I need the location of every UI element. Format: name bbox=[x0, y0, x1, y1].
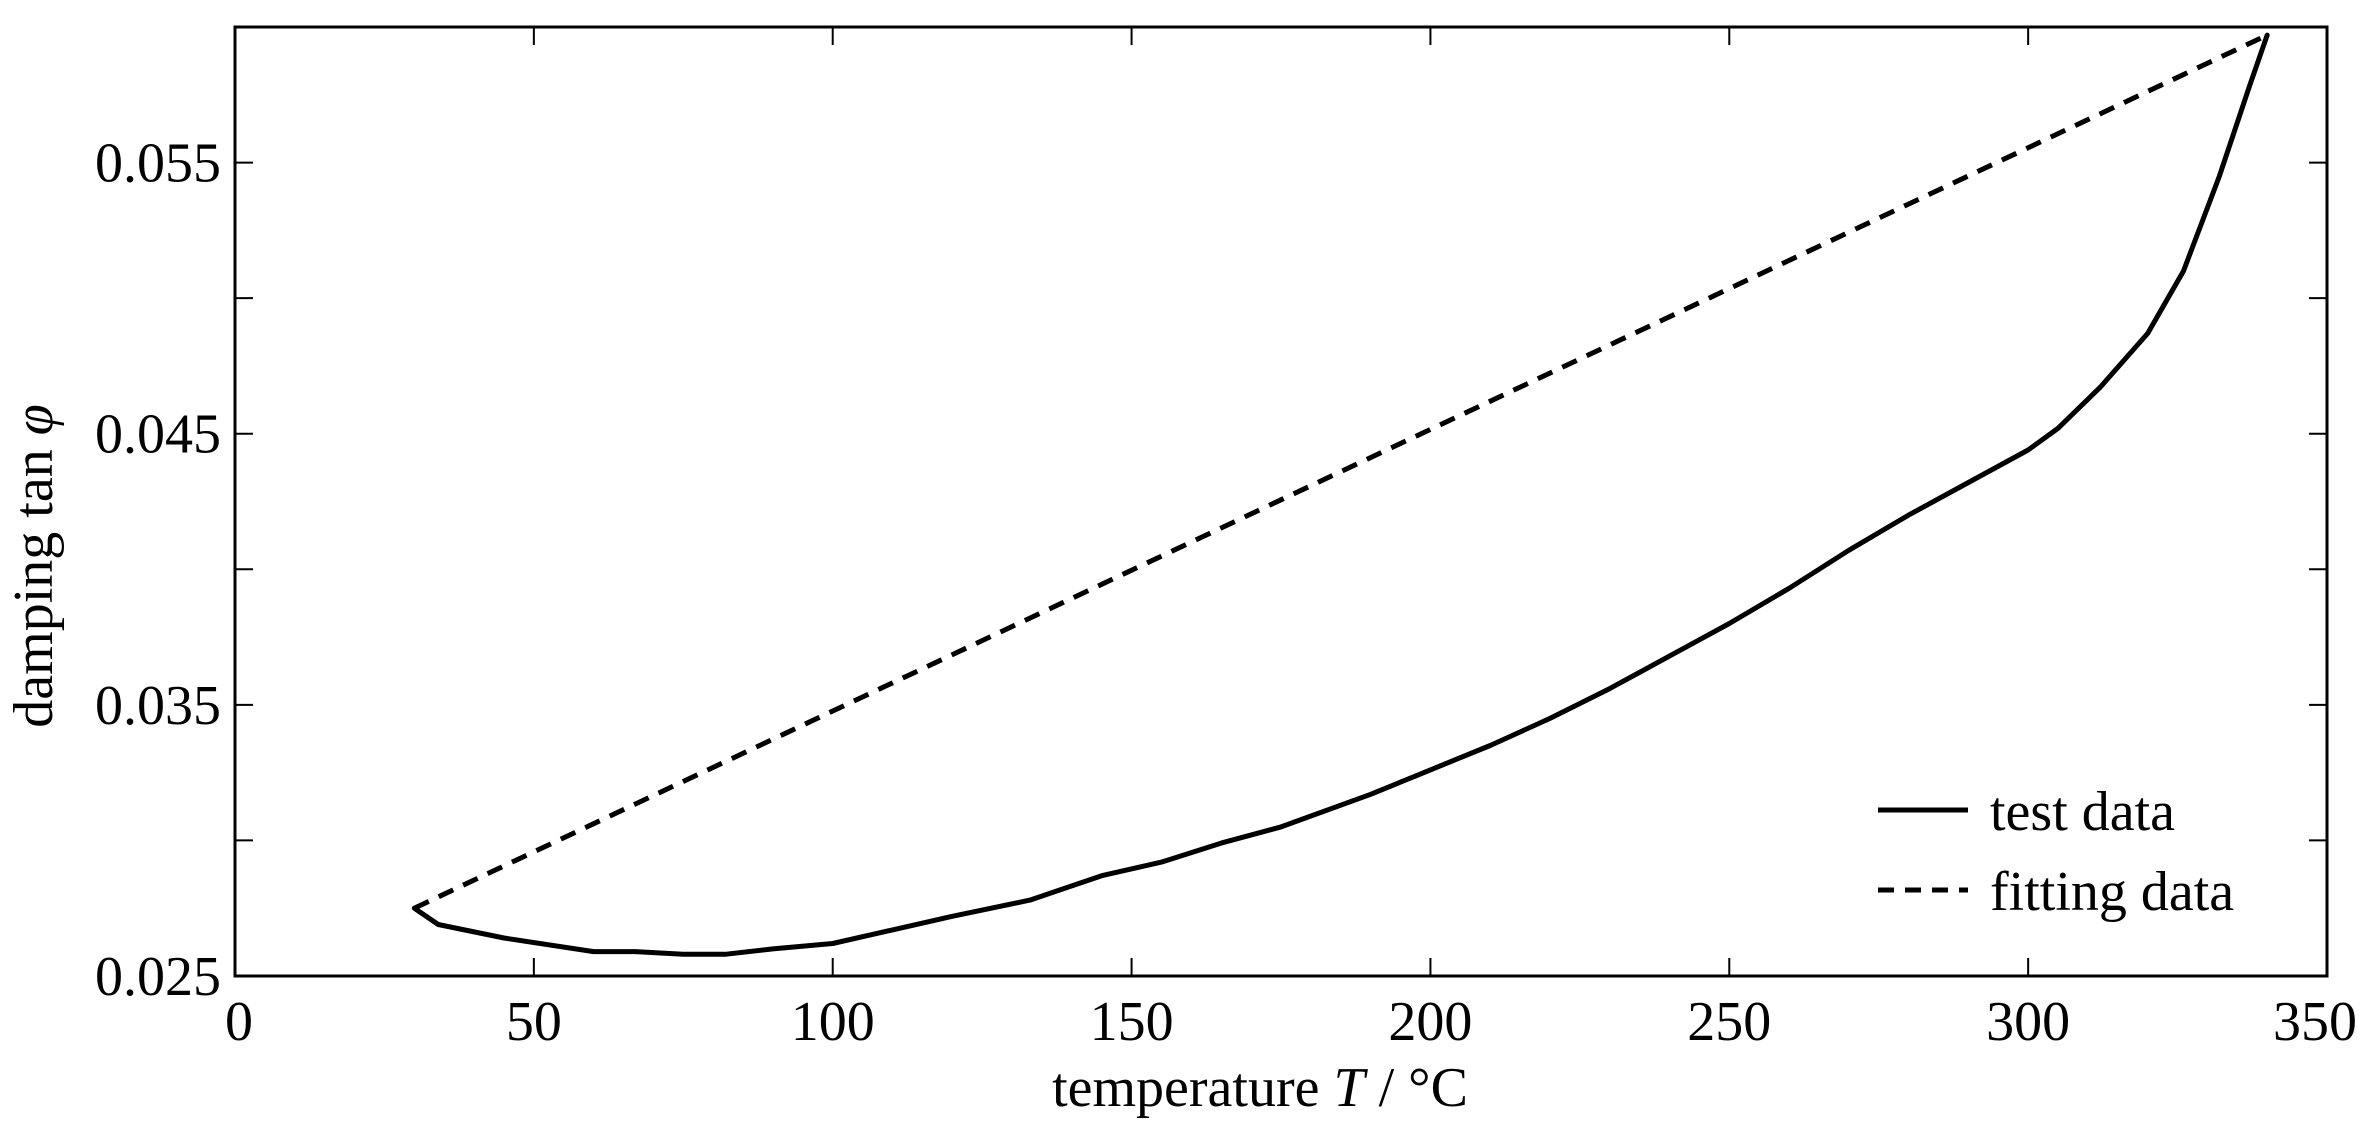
x-tick-label: 150 bbox=[1090, 991, 1174, 1053]
plot-frame bbox=[233, 25, 2329, 978]
legend-label-fitting-data: fitting data bbox=[1990, 861, 2234, 923]
x-tick-label: 250 bbox=[1687, 991, 1771, 1053]
legend: test data fitting data bbox=[1878, 781, 2234, 923]
y-tick-label: 0.055 bbox=[95, 133, 221, 195]
x-tick-label: 0 bbox=[225, 991, 253, 1053]
x-tick-label: 350 bbox=[2273, 991, 2357, 1053]
x-tick-label: 300 bbox=[1986, 991, 2070, 1053]
series-line-fitting-data bbox=[413, 32, 2269, 911]
y-tick-label: 0.025 bbox=[95, 946, 221, 1008]
x-tick-label: 200 bbox=[1388, 991, 1472, 1053]
legend-label-test-data: test data bbox=[1990, 781, 2175, 843]
x-tick-label: 50 bbox=[506, 991, 562, 1053]
series-layer bbox=[411, 32, 2270, 957]
x-tick-label: 100 bbox=[791, 991, 875, 1053]
y-axis-ticks: 0.025 0.035 0.045 0.055 bbox=[95, 133, 2327, 1008]
x-axis-ticks: 0 50 100 150 200 250 300 350 bbox=[225, 27, 2357, 1053]
y-tick-label: 0.045 bbox=[95, 404, 221, 466]
y-tick-label: 0.035 bbox=[95, 675, 221, 737]
x-axis-title: temperature T / °C bbox=[1052, 1057, 1468, 1119]
series-line-test-data bbox=[411, 32, 2270, 957]
y-axis-title: damping tan φ bbox=[3, 404, 65, 727]
